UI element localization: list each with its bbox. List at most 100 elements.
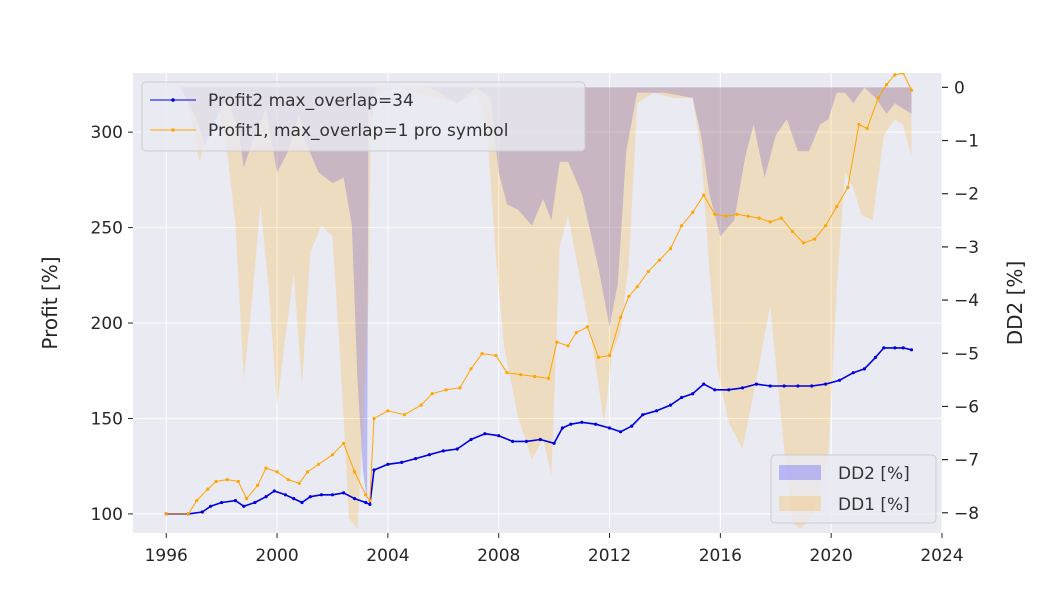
point-profit1-36: [574, 331, 578, 335]
legend-upper: Profit2 max_overlap=34 Profit1, max_over…: [141, 81, 586, 152]
y-tick-label-1: 150: [91, 409, 123, 429]
point-profit1-23: [419, 403, 423, 407]
point-profit1-66: [893, 73, 897, 77]
point-profit2-6: [242, 504, 246, 508]
point-profit2-17: [353, 497, 357, 501]
area-dd2: [166, 87, 912, 503]
y2-tick-label-0: 0: [954, 78, 965, 98]
point-profit2-32: [538, 437, 542, 442]
point-profit1-50: [724, 214, 728, 218]
point-profit1-12: [297, 481, 301, 485]
point-profit1-40: [619, 315, 623, 319]
point-profit2-49: [740, 386, 745, 390]
point-profit1-26: [458, 386, 462, 390]
point-profit2-38: [607, 426, 612, 430]
point-profit2-31: [524, 439, 529, 443]
point-profit1-5: [225, 478, 229, 482]
area-dd1: [166, 87, 912, 529]
point-profit1-7: [245, 497, 249, 501]
legend-label-dd2: DD2 [%]: [838, 464, 910, 484]
point-profit1-22: [402, 413, 407, 417]
point-profit2-40: [630, 424, 634, 428]
point-profit1-62: [857, 122, 861, 127]
point-profit1-27: [469, 367, 473, 371]
x-tick-label-0: 1996: [145, 546, 188, 566]
y2-tick-label-8: −8: [954, 504, 979, 524]
point-profit2-10: [283, 493, 287, 497]
point-profit1-65: [885, 82, 889, 87]
point-profit2-11: [292, 497, 296, 501]
legend-label-profit2: Profit2 max_overlap=34: [208, 91, 414, 111]
point-profit1-10: [275, 470, 279, 474]
point-profit1-20: [372, 416, 376, 421]
point-profit2-36: [580, 420, 584, 424]
y2-tick-label-7: −7: [954, 451, 979, 471]
x-tick-label-4: 2012: [588, 546, 631, 566]
point-profit2-63: [909, 348, 914, 352]
y2-tick-label-1: −1: [954, 132, 979, 152]
point-profit1-59: [824, 224, 828, 228]
x-tick-label-5: 2016: [699, 546, 742, 566]
point-profit1-29: [494, 353, 498, 358]
point-profit1-37: [585, 325, 590, 329]
y2-axis-label: DD2 [%]: [1003, 261, 1027, 346]
point-profit1-67: [901, 73, 905, 75]
point-profit2-54: [810, 384, 814, 388]
point-profit2-44: [680, 395, 684, 400]
point-profit2-55: [824, 382, 828, 386]
point-profit1-58: [813, 237, 817, 241]
legend-lower: DD2 [%] DD1 [%]: [770, 454, 937, 524]
point-profit1-31: [519, 373, 523, 377]
point-profit2-45: [691, 392, 695, 396]
x-tick-label-3: 2008: [477, 546, 520, 566]
y2-tick-label-4: −4: [954, 291, 979, 311]
point-profit1-45: [668, 247, 673, 251]
y2-tick-label-5: −5: [954, 344, 979, 364]
point-profit2-24: [427, 453, 431, 457]
legend-label-dd1: DD1 [%]: [838, 495, 910, 515]
point-profit2-52: [782, 384, 786, 388]
point-profit1-33: [547, 376, 551, 380]
point-profit2-21: [386, 462, 390, 466]
y-tick-label-2: 200: [91, 314, 123, 334]
point-profit1-53: [757, 216, 761, 220]
y-tick-label-4: 300: [91, 123, 123, 143]
point-profit1-51: [735, 212, 739, 216]
legend-swatch-dd1: [779, 496, 821, 511]
point-profit2-61: [893, 346, 897, 350]
point-profit2-42: [655, 409, 659, 413]
point-profit2-3: [209, 504, 213, 508]
point-profit1-35: [566, 344, 570, 348]
point-profit2-26: [455, 447, 459, 451]
point-profit2-60: [882, 346, 886, 350]
point-profit1-2: [195, 499, 199, 503]
point-profit2-51: [768, 384, 772, 388]
legend-marker-profit1: [171, 128, 175, 132]
point-profit1-61: [846, 185, 850, 190]
point-profit1-60: [835, 205, 839, 209]
point-profit1-30: [505, 371, 509, 375]
point-profit2-12: [300, 500, 304, 505]
point-profit1-32: [533, 374, 537, 379]
point-profit2-46: [702, 382, 706, 386]
point-profit2-34: [560, 426, 565, 430]
x-tick-label-7: 2024: [920, 546, 963, 566]
point-profit2-37: [594, 422, 598, 426]
point-profit2-58: [862, 367, 867, 371]
y2-tick-label-6: −6: [954, 397, 979, 417]
point-profit1-46: [680, 224, 684, 228]
legend-swatch-dd2: [779, 465, 821, 480]
point-profit1-57: [801, 241, 806, 245]
point-profit2-59: [873, 355, 878, 359]
point-profit1-15: [330, 453, 335, 457]
point-profit2-28: [483, 432, 487, 436]
legend-marker-profit2: [171, 98, 175, 102]
point-profit1-38: [596, 355, 601, 359]
point-profit1-4: [214, 479, 218, 484]
point-profit1-9: [264, 466, 268, 470]
drawdown-areas: [166, 87, 912, 529]
point-profit2-23: [414, 457, 418, 461]
point-profit2-19: [368, 502, 372, 506]
y-axis-ticks: 100 150 200 250 300: [91, 123, 133, 525]
point-profit1-56: [790, 229, 795, 233]
